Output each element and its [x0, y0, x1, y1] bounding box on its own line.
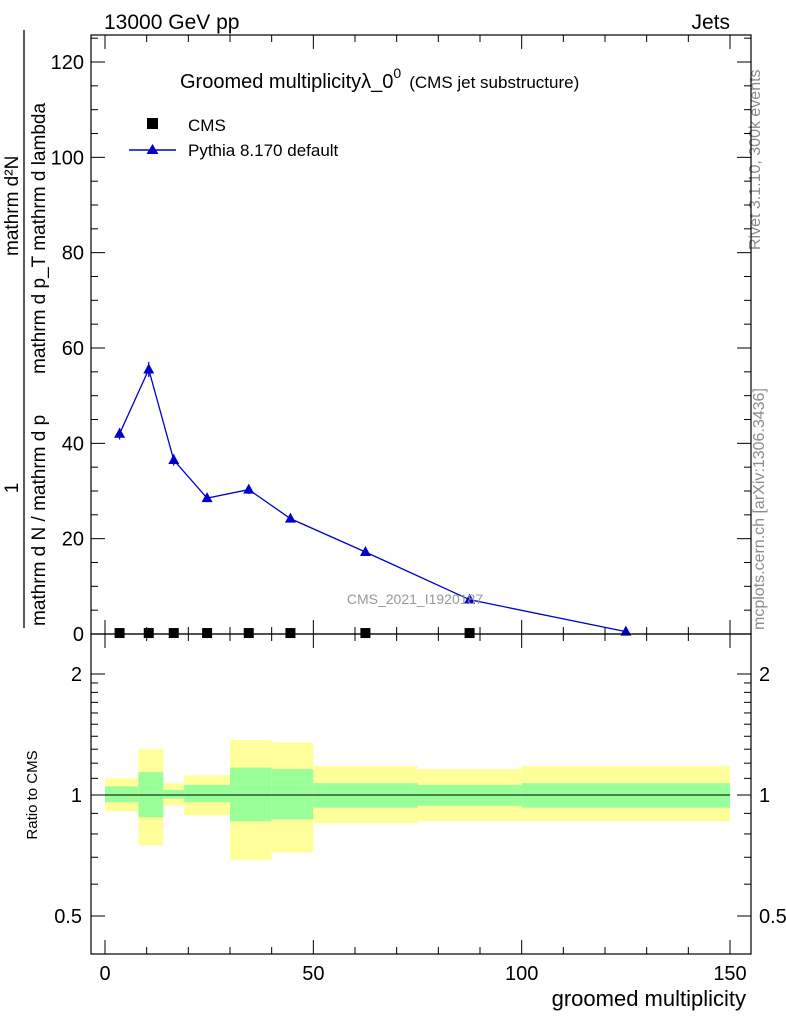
mcplots-label: mcplots.cern.ch [arXiv:1306.3436]	[751, 388, 768, 630]
x-axis-label: groomed multiplicity	[552, 986, 746, 1011]
header-category-label: Jets	[691, 11, 730, 34]
legend-cms-marker	[147, 118, 158, 129]
cms-data-point	[143, 628, 154, 639]
x-tick-label: 50	[302, 963, 324, 985]
y-label-numerator-right: mathrm d²N	[2, 156, 23, 256]
chart-title-superscript: 0	[393, 65, 401, 81]
ratio-stat-uncertainty-band	[230, 767, 272, 822]
pythia-data-point	[284, 512, 296, 523]
main-axis-ticks: 0 20 40 60 80 100 120	[51, 35, 751, 646]
ratio-stat-uncertainty-band	[105, 786, 139, 803]
ratio-uncertainty-bands	[105, 740, 730, 860]
main-y-tick-label: 0	[73, 624, 84, 646]
analysis-watermark: CMS_2021_I1920187	[347, 591, 483, 607]
x-tick-label: 150	[713, 963, 746, 985]
legend: CMS Pythia 8.170 default	[129, 116, 339, 160]
chart-title-main: Groomed multiplicityλ_0	[180, 71, 393, 93]
ratio-y-tick-label-right: 1	[759, 785, 770, 807]
ratio-y-tick-label: 1	[71, 785, 82, 807]
main-y-tick-label: 100	[51, 147, 84, 169]
pythia-data-point	[243, 483, 255, 494]
y-label-numerator: 1	[2, 483, 23, 494]
ratio-plot-frame	[90, 633, 752, 955]
ratio-y-tick-label: 0.5	[54, 906, 82, 928]
pythia-data-point	[620, 625, 632, 636]
main-y-tick-label: 40	[62, 433, 84, 455]
pythia-data-point	[114, 427, 126, 438]
cms-data-point	[243, 628, 254, 639]
main-y-tick-label: 60	[62, 338, 84, 360]
rivet-version-label: Rivet 3.1.10, 300k events	[747, 69, 764, 250]
main-y-tick-label: 20	[62, 529, 84, 551]
main-y-axis-label: 1 mathrm d N / mathrm d p mathrm d²N mat…	[2, 30, 50, 628]
cms-data-point	[202, 628, 213, 639]
ratio-y-axis-label: Ratio to CMS	[24, 750, 41, 839]
pythia-data-point	[168, 454, 180, 465]
legend-cms-label: CMS	[188, 116, 226, 135]
main-series-layer	[114, 361, 632, 639]
ratio-stat-uncertainty-band	[163, 789, 185, 799]
ratio-axis-ticks: 0.5 0.5 1 1 2 2 0 50 100 150	[54, 634, 786, 985]
x-tick-label: 0	[99, 963, 110, 985]
y-label-denominator-right: mathrm d p_T mathrm d lambda	[29, 103, 50, 374]
legend-pythia-label: Pythia 8.170 default	[188, 141, 339, 160]
ratio-stat-uncertainty-band	[184, 784, 230, 803]
cms-data-point	[464, 628, 475, 639]
main-y-tick-label: 120	[51, 52, 84, 74]
cms-data-point	[360, 628, 371, 639]
chart-title: Groomed multiplicityλ_00 (CMS jet substru…	[180, 65, 579, 93]
main-plot-panel: 0 20 40 60 80 100 120 CMS_2021_I1920187 Groome…	[2, 30, 752, 646]
cms-data-point	[168, 628, 179, 639]
ratio-y-tick-label-right: 2	[759, 664, 770, 686]
header-energy-label: 13000 GeV pp	[104, 11, 239, 34]
ratio-y-tick-label: 2	[71, 664, 82, 686]
pythia-data-point	[464, 593, 476, 604]
cms-data-point	[285, 628, 296, 639]
main-y-tick-label: 80	[62, 243, 84, 265]
cms-data-point	[114, 628, 125, 639]
pythia-data-point	[201, 492, 213, 503]
x-tick-label: 100	[505, 963, 538, 985]
y-label-denominator: mathrm d N / mathrm d p	[29, 415, 50, 626]
pythia-data-point	[143, 363, 155, 374]
legend-pythia-marker	[146, 144, 159, 154]
pythia-data-point	[359, 546, 371, 557]
ratio-plot-panel: 0.5 0.5 1 1 2 2 0 50 100 150 Ratio to CMS groomed…	[24, 633, 786, 1011]
ratio-y-tick-label-right: 0.5	[759, 906, 786, 928]
ratio-stat-uncertainty-band	[271, 769, 314, 820]
chart-subtitle: (CMS jet substructure)	[409, 73, 579, 92]
